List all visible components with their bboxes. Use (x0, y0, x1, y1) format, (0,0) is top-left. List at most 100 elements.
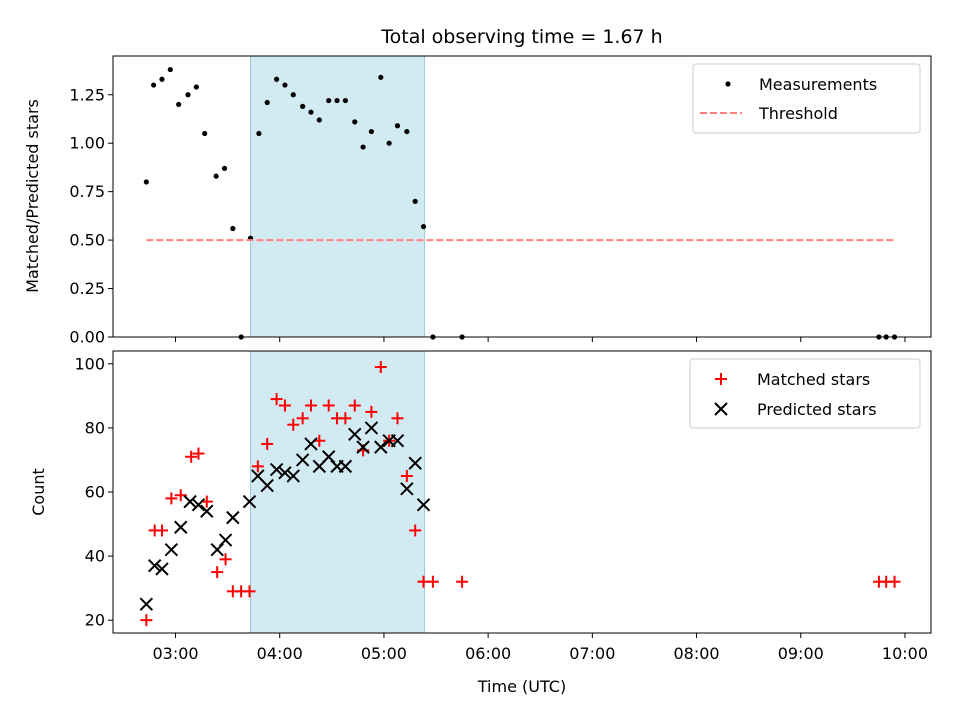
measurement-point (193, 84, 199, 90)
matched-star-point (400, 469, 413, 482)
matched-star-point (211, 566, 224, 579)
measurement-point (230, 225, 236, 232)
bottom-x-tick-label: 07:00 (569, 644, 615, 663)
measurement-point (308, 109, 314, 115)
predicted-star-point (155, 562, 169, 576)
bottom-x-tick-label: 08:00 (673, 644, 719, 663)
measurement-point (404, 128, 410, 135)
bottom-span (250, 350, 426, 634)
predicted-star-point (226, 510, 240, 525)
predicted-star-point (269, 462, 284, 477)
measurement-point (360, 144, 366, 150)
measurement-point (167, 66, 173, 73)
bottom-x-tick-label: 04:00 (257, 644, 303, 663)
predicted-star-point (200, 504, 214, 518)
measurement-point (274, 76, 280, 82)
measurement-point (316, 117, 322, 123)
bottom-x-axis-label: Time (UTC) (477, 677, 566, 696)
legend-predicted-marker (714, 402, 728, 416)
measurement-point (282, 82, 288, 88)
matched-star-point (192, 447, 205, 460)
predicted-star-point (408, 456, 422, 470)
measurement-point (256, 130, 262, 137)
predicted-star-point (260, 478, 274, 493)
top-y-tick-label: 1.00 (69, 134, 105, 153)
bottom-x-tick-label: 03:00 (152, 644, 198, 663)
chart-title: Total observing time = 1.67 h (380, 26, 662, 48)
legend-measurements-label: Measurements (759, 75, 877, 94)
matched-star-point (304, 399, 317, 412)
matched-star-point (426, 575, 439, 588)
legend-threshold-label: Threshold (758, 104, 838, 123)
top-legend-box (692, 63, 921, 134)
predicted-star-point (295, 453, 310, 467)
measurement-point (300, 103, 306, 109)
predicted-star-point (278, 466, 292, 480)
matched-star-point (261, 437, 274, 450)
matched-star-point (219, 553, 232, 566)
measurement-point (159, 76, 165, 82)
measurement-point (326, 97, 332, 104)
bottom-legend-box (689, 358, 921, 429)
measurement-point (213, 173, 219, 179)
predicted-star-point (183, 494, 197, 509)
predicted-star-point (174, 520, 188, 534)
predicted-star-point (139, 597, 154, 611)
measurement-point (412, 198, 418, 204)
bottom-x-tick-label: 09:00 (778, 644, 824, 663)
measurement-point (342, 97, 348, 104)
bottom-y-tick-label: 60 (85, 483, 105, 502)
bottom-y-tick-label: 80 (85, 418, 105, 437)
matched-star-point (391, 412, 404, 425)
measurement-point (352, 119, 358, 125)
predicted-star-point (416, 498, 431, 512)
bottom-y-tick-label: 40 (85, 547, 105, 566)
top-y-tick-label: 0.50 (69, 231, 105, 250)
predicted-star-point (348, 427, 362, 442)
predicted-star-point (164, 542, 179, 557)
top-axes-frame (112, 55, 932, 338)
predicted-star-point (242, 494, 257, 509)
matched-star-point (348, 399, 361, 412)
measurement-point (378, 74, 384, 80)
measurement-point (264, 99, 270, 106)
measurement-point (202, 130, 208, 137)
matched-star-point (278, 399, 291, 412)
measurement-point (185, 92, 191, 98)
top-legend: Measurements Threshold (692, 63, 921, 134)
top-y-tick-label: 0.25 (69, 279, 105, 298)
measurement-point (394, 123, 401, 129)
legend-measurements-marker (725, 81, 731, 87)
predicted-star-point (374, 440, 388, 454)
bottom-x-tick-label: 06:00 (465, 644, 511, 663)
predicted-star-point (390, 434, 405, 448)
bottom-y-axis-label: Count (29, 468, 48, 516)
legend-matched-marker (715, 373, 727, 385)
predicted-star-point (191, 498, 206, 512)
predicted-star-point (400, 482, 414, 496)
legend-matched-label: Matched stars (757, 370, 870, 389)
bottom-panel: 20 40 60 80 100 03:00 04:00 05:00 06:00 07:00 08:… (29, 350, 932, 696)
matched-star-point (296, 412, 309, 425)
top-y-tick-label: 1.25 (69, 85, 105, 104)
matched-star-point (270, 393, 283, 406)
predicted-star-point (338, 459, 353, 474)
measurement-point (151, 82, 157, 88)
matched-star-point (374, 361, 387, 374)
matched-star-point (165, 492, 178, 505)
matched-star-point (287, 418, 300, 431)
predicted-star-point (364, 421, 379, 435)
matched-star-point (140, 614, 153, 627)
bottom-y-tick-label: 100 (74, 354, 105, 373)
predicted-star-point (356, 440, 370, 454)
matched-star-point (409, 524, 422, 537)
matched-star-point (251, 460, 264, 473)
bottom-legend: Matched stars Predicted stars (689, 358, 921, 429)
measurement-point (290, 92, 296, 98)
measurement-point (386, 140, 392, 146)
matched-star-point (243, 585, 256, 598)
measurement-point (368, 128, 375, 135)
matched-star-point (456, 575, 469, 588)
bottom-x-tick-label: 05:00 (361, 644, 407, 663)
